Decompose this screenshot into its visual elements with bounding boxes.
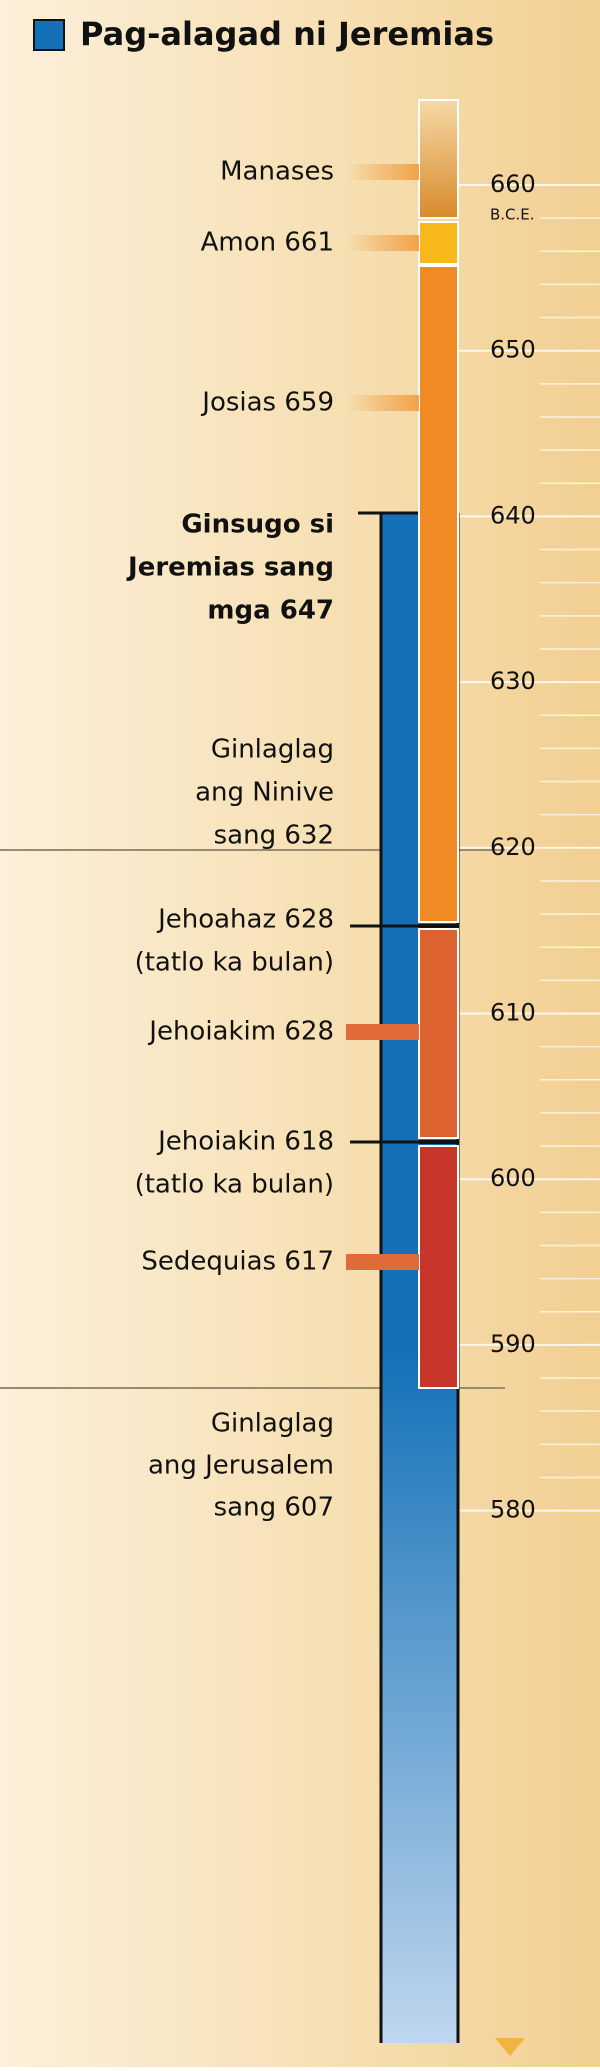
- legend-label: Pag-alagad ni Jeremias: [80, 15, 494, 53]
- event-label: ang Ninive: [195, 778, 334, 808]
- event-label: Jehoiakim 628: [147, 1017, 334, 1047]
- event-label: Sedequias 617: [141, 1247, 334, 1277]
- event-connector: [346, 395, 419, 411]
- tick-label: 660: [490, 170, 536, 198]
- event-label: Ginlaglag: [211, 1409, 334, 1439]
- event-label: sang 632: [214, 821, 334, 851]
- tick-label: 610: [490, 999, 536, 1027]
- reign-bar: [418, 928, 459, 1139]
- event-label: sang 607: [214, 1493, 334, 1523]
- continuation-arrow: [495, 2038, 525, 2056]
- event-connector: [346, 1024, 419, 1040]
- reign-bar: [418, 221, 459, 265]
- axis-unit: B.C.E.: [490, 206, 535, 224]
- event-connector: [346, 164, 419, 180]
- event-label: Ginlaglag: [211, 735, 334, 765]
- event-label: Jehoahaz 628: [156, 905, 334, 935]
- tick-label: 580: [490, 1496, 536, 1524]
- tick-label: 620: [490, 833, 536, 861]
- event-label: Josias 659: [200, 388, 334, 418]
- reign-bar: [418, 99, 459, 219]
- reign-bar: [418, 1145, 459, 1389]
- event-label: Jehoiakin 618: [156, 1127, 334, 1157]
- event-label: (tatlo ka bulan): [135, 948, 334, 978]
- event-label: mga 647: [207, 596, 334, 626]
- event-label: ang Jerusalem: [148, 1451, 334, 1481]
- event-connector: [346, 235, 419, 251]
- event-connector: [346, 1254, 419, 1270]
- event-label: (tatlo ka bulan): [135, 1170, 334, 1200]
- reign-bar: [418, 265, 459, 923]
- tick-label: 650: [490, 336, 536, 364]
- tick-label: 640: [490, 501, 536, 529]
- event-label: Jeremias sang: [126, 553, 334, 583]
- event-label: Ginsugo si: [181, 510, 334, 540]
- tick-label: 590: [490, 1330, 536, 1358]
- event-label: Amon 661: [201, 228, 334, 258]
- legend-swatch: [33, 19, 65, 51]
- event-label: Manases: [220, 157, 334, 187]
- tick-label: 630: [490, 667, 536, 695]
- tick-label: 600: [490, 1164, 536, 1192]
